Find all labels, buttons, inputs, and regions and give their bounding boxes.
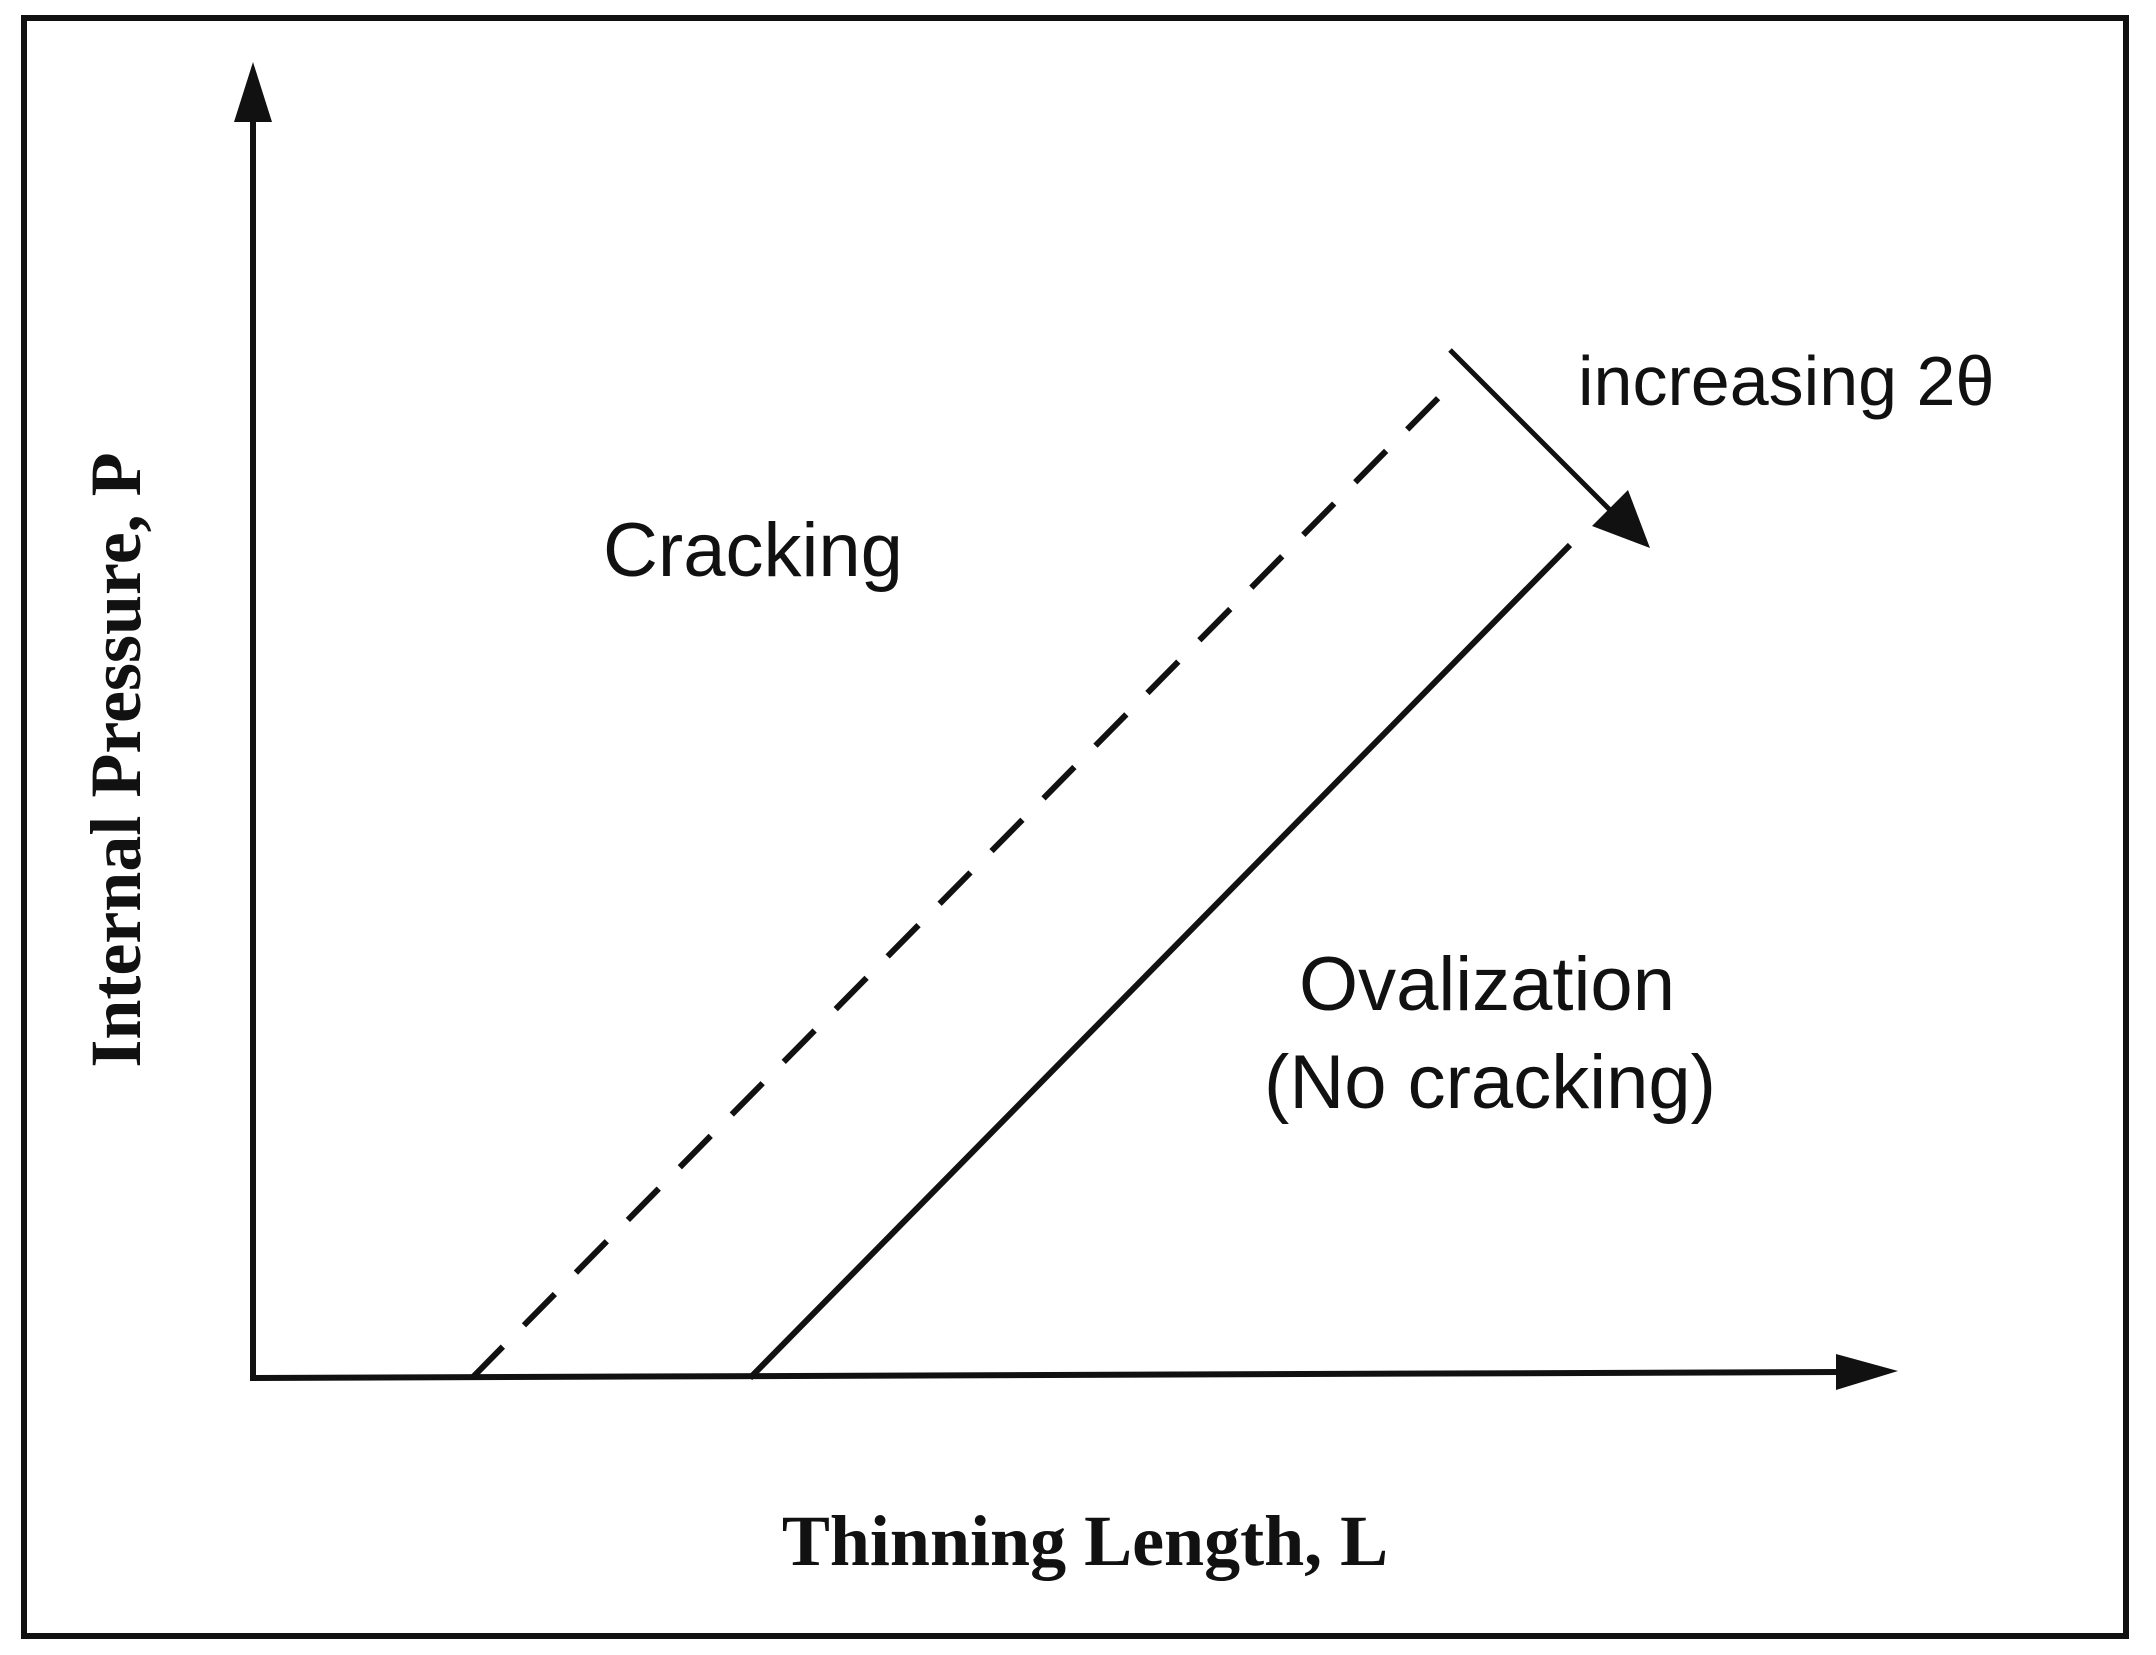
trend-label: increasing 2θ [1578,342,1994,420]
y-axis-label: Internal Pressure, P [76,452,156,1067]
figure-frame [21,15,2129,1639]
x-axis [249,1369,1841,1381]
solid-boundary-line [747,542,1573,1381]
region-label-cracking: Cracking [603,508,903,593]
x-axis-label: Thinning Length, L [782,1501,1388,1581]
trend-arrowhead [1592,490,1650,548]
x-axis-arrowhead [1836,1354,1898,1390]
region-label-ovalization: Ovalization [1299,942,1675,1027]
trend-arrow-shaft [1448,348,1612,512]
dashed-boundary-line [469,375,1461,1381]
region-label-no-cracking: (No cracking) [1264,1040,1716,1125]
y-axis-arrowhead [234,62,272,122]
